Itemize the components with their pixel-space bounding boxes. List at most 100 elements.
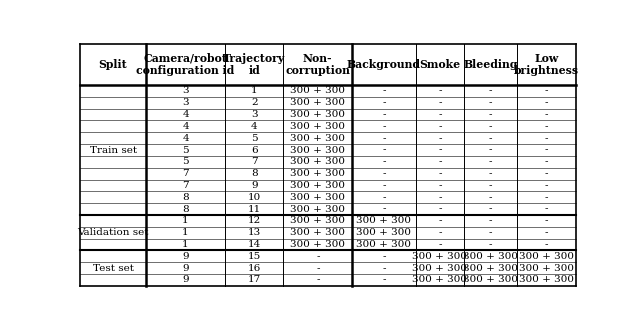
Text: -: -	[489, 240, 493, 249]
Text: 300 + 300: 300 + 300	[519, 252, 574, 261]
Text: 14: 14	[248, 240, 261, 249]
Text: -: -	[545, 110, 548, 119]
Text: 12: 12	[248, 216, 261, 226]
Text: 300 + 300: 300 + 300	[412, 252, 467, 261]
Text: -: -	[438, 98, 442, 107]
Text: -: -	[489, 181, 493, 190]
Text: 300 + 300: 300 + 300	[463, 252, 518, 261]
Text: -: -	[382, 181, 386, 190]
Text: -: -	[545, 157, 548, 166]
Text: 1: 1	[182, 240, 189, 249]
Text: 7: 7	[251, 157, 257, 166]
Text: -: -	[438, 228, 442, 237]
Text: -: -	[489, 98, 493, 107]
Text: -: -	[545, 216, 548, 226]
Text: 15: 15	[248, 252, 261, 261]
Text: 17: 17	[248, 275, 261, 284]
Text: -: -	[545, 228, 548, 237]
Text: Test set: Test set	[93, 264, 134, 272]
Text: 10: 10	[248, 193, 261, 202]
Text: 300 + 300: 300 + 300	[291, 145, 346, 155]
Text: Low
brightness: Low brightness	[514, 52, 579, 76]
Text: -: -	[382, 193, 386, 202]
Text: 300 + 300: 300 + 300	[291, 122, 346, 131]
Text: 300 + 300: 300 + 300	[291, 134, 346, 143]
Text: -: -	[438, 157, 442, 166]
Text: 4: 4	[251, 122, 257, 131]
Text: -: -	[438, 87, 442, 96]
Text: -: -	[545, 87, 548, 96]
Text: -: -	[545, 122, 548, 131]
Text: 1: 1	[182, 216, 189, 226]
Text: -: -	[316, 275, 319, 284]
Text: 300 + 300: 300 + 300	[412, 275, 467, 284]
Text: 5: 5	[182, 145, 189, 155]
Text: -: -	[316, 252, 319, 261]
Text: -: -	[438, 169, 442, 178]
Text: 7: 7	[182, 181, 189, 190]
Text: -: -	[489, 157, 493, 166]
Text: Bleeding: Bleeding	[463, 59, 518, 70]
Text: 300 + 300: 300 + 300	[356, 228, 412, 237]
Text: 9: 9	[182, 252, 189, 261]
Text: -: -	[438, 204, 442, 214]
Text: 4: 4	[182, 134, 189, 143]
Text: 7: 7	[182, 169, 189, 178]
Text: -: -	[438, 181, 442, 190]
Text: -: -	[545, 181, 548, 190]
Text: -: -	[382, 98, 386, 107]
Text: 2: 2	[251, 98, 257, 107]
Text: 300 + 300: 300 + 300	[291, 169, 346, 178]
Text: 9: 9	[251, 181, 257, 190]
Text: 5: 5	[182, 157, 189, 166]
Text: -: -	[316, 264, 319, 272]
Text: -: -	[489, 122, 493, 131]
Text: -: -	[382, 264, 386, 272]
Text: 300 + 300: 300 + 300	[291, 216, 346, 226]
Text: Non-
corruption: Non- corruption	[285, 52, 350, 76]
Text: Smoke: Smoke	[419, 59, 461, 70]
Text: -: -	[489, 216, 493, 226]
Text: 300 + 300: 300 + 300	[291, 98, 346, 107]
Text: 3: 3	[251, 110, 257, 119]
Text: 11: 11	[248, 204, 261, 214]
Text: -: -	[545, 169, 548, 178]
Text: Validation set: Validation set	[77, 228, 149, 237]
Text: 5: 5	[251, 134, 257, 143]
Text: 300 + 300: 300 + 300	[291, 157, 346, 166]
Text: -: -	[382, 145, 386, 155]
Text: -: -	[382, 87, 386, 96]
Text: 8: 8	[182, 204, 189, 214]
Text: -: -	[545, 134, 548, 143]
Text: 4: 4	[182, 110, 189, 119]
Text: -: -	[489, 134, 493, 143]
Text: -: -	[545, 204, 548, 214]
Text: 9: 9	[182, 264, 189, 272]
Text: Background: Background	[347, 59, 421, 70]
Text: 300 + 300: 300 + 300	[291, 110, 346, 119]
Text: 300 + 300: 300 + 300	[291, 240, 346, 249]
Text: -: -	[545, 240, 548, 249]
Text: 9: 9	[182, 275, 189, 284]
Text: -: -	[489, 193, 493, 202]
Text: -: -	[489, 169, 493, 178]
Text: 300 + 300: 300 + 300	[519, 264, 574, 272]
Text: 300 + 300: 300 + 300	[291, 193, 346, 202]
Text: -: -	[382, 275, 386, 284]
Text: -: -	[382, 252, 386, 261]
Text: -: -	[545, 145, 548, 155]
Text: 300 + 300: 300 + 300	[291, 181, 346, 190]
Text: -: -	[438, 145, 442, 155]
Text: -: -	[438, 110, 442, 119]
Text: 300 + 300: 300 + 300	[463, 275, 518, 284]
Text: 6: 6	[251, 145, 257, 155]
Text: Train set: Train set	[90, 145, 136, 155]
Text: 300 + 300: 300 + 300	[412, 264, 467, 272]
Text: -: -	[438, 122, 442, 131]
Text: -: -	[382, 134, 386, 143]
Text: -: -	[438, 216, 442, 226]
Text: Camera/robot
configuration id: Camera/robot configuration id	[136, 52, 235, 76]
Text: 4: 4	[182, 122, 189, 131]
Text: 300 + 300: 300 + 300	[463, 264, 518, 272]
Text: 300 + 300: 300 + 300	[356, 240, 412, 249]
